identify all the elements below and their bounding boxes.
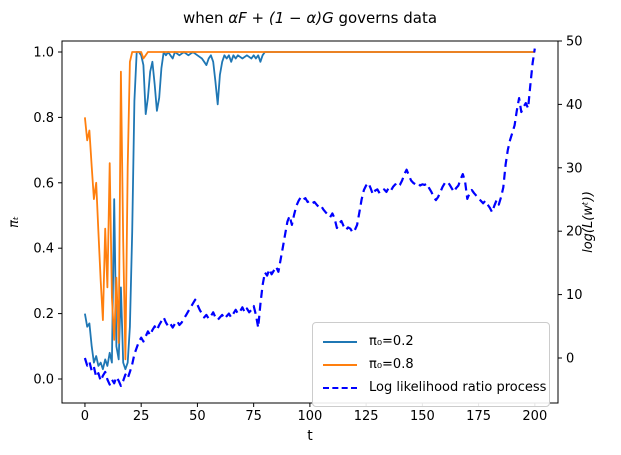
right-y-axis-label: log(L(wᵗ))	[581, 191, 596, 253]
x-tick-label: 175	[466, 409, 491, 424]
x-tick-label: 25	[133, 409, 150, 424]
chart-title: when αF + (1 − α)G governs data	[62, 8, 558, 28]
left-y-tick-label: 0.8	[33, 111, 54, 126]
series-line-1	[84, 51, 535, 361]
plot-frame	[61, 40, 559, 404]
legend-line-swatch	[323, 363, 357, 366]
legend-label: π₀=0.2	[369, 334, 414, 349]
chart-title-suffix: governs data	[333, 9, 438, 27]
right-y-tick-label: 30	[566, 161, 583, 176]
x-axis-label: t	[307, 428, 313, 444]
x-tick-label: 100	[297, 409, 322, 424]
right-y-tick-label: 0	[566, 351, 574, 366]
left-y-tick-label: 0.6	[33, 176, 54, 191]
series-line-2	[83, 48, 536, 387]
x-tick-label: 0	[81, 409, 89, 424]
x-tick-label: 50	[189, 409, 206, 424]
right-y-tick-label: 40	[566, 98, 583, 113]
legend: π₀=0.2 π₀=0.8 Log likelihood ratio process	[312, 322, 550, 407]
x-tick-label: 75	[245, 409, 262, 424]
chart-title-prefix: when	[182, 9, 229, 27]
left-y-tick-label: 0.4	[33, 242, 54, 257]
legend-line-swatch	[323, 340, 357, 343]
chart-title-math: αF + (1 − α)G	[228, 9, 334, 27]
x-tick-label: 150	[410, 409, 435, 424]
left-y-tick-label: 1.0	[33, 45, 54, 60]
right-y-tick-label: 10	[566, 288, 583, 303]
series-line-0	[84, 51, 535, 371]
left-y-tick-label: 0.2	[33, 307, 54, 322]
legend-row: π₀=0.2	[323, 330, 539, 353]
right-y-tick-label: 50	[566, 35, 583, 50]
legend-line-swatch	[323, 386, 357, 389]
x-tick-label: 200	[522, 409, 547, 424]
right-y-tick-label: 20	[566, 225, 583, 240]
legend-row: Log likelihood ratio process	[323, 376, 546, 399]
x-tick-label: 125	[354, 409, 379, 424]
legend-row: π₀=0.8	[323, 353, 539, 376]
legend-label: π₀=0.8	[369, 357, 414, 372]
legend-label: Log likelihood ratio process	[369, 380, 547, 395]
left-y-axis-label: πₜ	[7, 216, 22, 228]
left-y-tick-label: 0.0	[33, 372, 54, 387]
